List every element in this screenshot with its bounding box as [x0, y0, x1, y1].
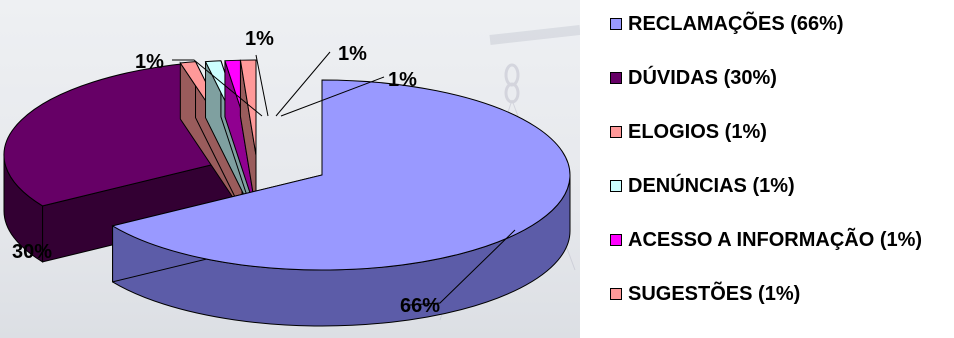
leader-line-5	[275, 51, 331, 117]
pie-chart: 66% 30% 1% 1% 1% 1%	[3, 25, 580, 327]
leader-line-4	[255, 54, 269, 117]
data-label-5: 1%	[338, 43, 367, 65]
data-label-6: 1%	[388, 69, 417, 91]
legend-label: RECLAMAÇÕES (66%)	[628, 13, 844, 35]
legend-label: ACESSO A INFORMAÇÃO (1%)	[628, 229, 923, 251]
data-label-1: 66%	[400, 295, 440, 317]
legend-swatch	[610, 72, 622, 84]
legend: RECLAMAÇÕES (66%) DÚVIDAS (30%) ELOGIOS (1…	[580, 0, 954, 338]
leader-line-6	[280, 76, 385, 117]
legend-label: DENÚNCIAS (1%)	[628, 175, 795, 197]
leader-line-1	[409, 229, 516, 306]
pie-slice-6	[239, 59, 257, 212]
data-label-4: 1%	[245, 28, 274, 50]
legend-swatch	[610, 18, 622, 30]
legend-swatch	[610, 126, 622, 138]
legend-swatch	[610, 180, 622, 192]
leader-lines	[172, 51, 516, 306]
legend-label: SUGESTÕES (1%)	[628, 283, 801, 305]
legend-swatch	[610, 234, 622, 246]
data-label-2: 30%	[12, 241, 52, 263]
leader-line-3	[172, 59, 263, 117]
slice-top-face	[111, 79, 571, 271]
pie-chart-area: 66% 30% 1% 1% 1% 1%	[3, 25, 580, 327]
legend-label: ELOGIOS (1%)	[628, 121, 767, 143]
slice-top-face	[239, 59, 257, 156]
pie-slices	[3, 59, 571, 327]
legend-swatch	[610, 288, 622, 300]
legend-label: DÚVIDAS (30%)	[628, 67, 777, 89]
data-label-3: 1%	[135, 51, 164, 73]
data-labels: 66% 30% 1% 1% 1% 1%	[12, 28, 440, 317]
